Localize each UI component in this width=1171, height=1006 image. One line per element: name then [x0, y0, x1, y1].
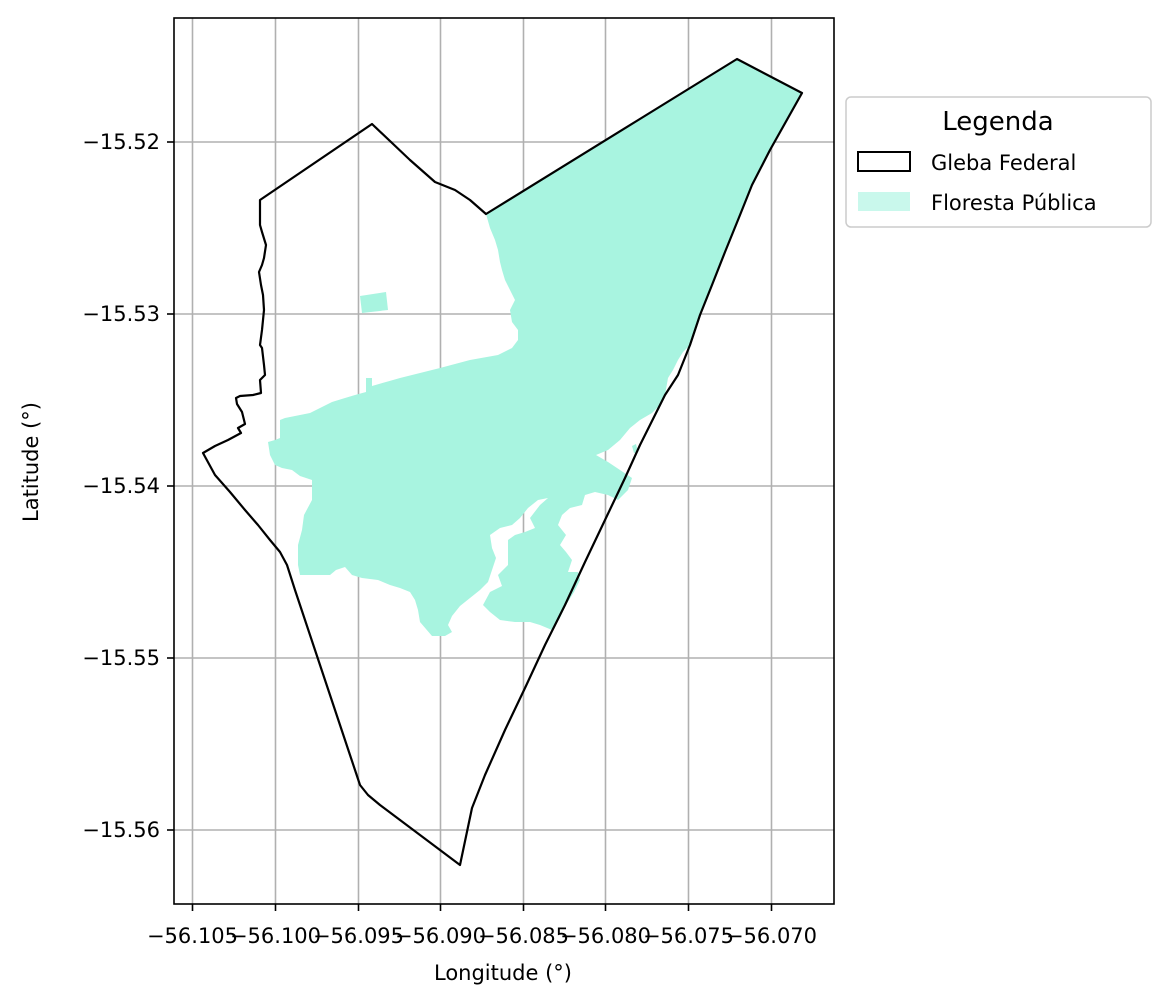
y-tick-label: −15.54	[82, 474, 160, 498]
y-tick-label: −15.56	[82, 818, 160, 842]
legend: Legenda Gleba Federal Floresta Pública	[845, 96, 1152, 228]
x-axis-label: Longitude (°)	[434, 961, 572, 985]
x-tick-label: −56.080	[560, 924, 651, 948]
gleba-federal-outline	[201, 57, 804, 867]
y-tick-labels: −15.52 −15.53 −15.54 −15.55 −15.56	[82, 130, 160, 842]
y-tick-label: −15.53	[82, 302, 160, 326]
axes-frame	[173, 17, 835, 905]
x-tick-label: −56.085	[478, 924, 569, 948]
legend-label-gleba-federal: Gleba Federal	[931, 151, 1076, 175]
y-tick-label: −15.52	[82, 130, 160, 154]
legend-swatch-gleba-federal	[857, 151, 911, 172]
x-ticks	[191, 904, 773, 911]
x-tick-label: −56.105	[147, 924, 238, 948]
y-ticks	[167, 141, 174, 831]
legend-swatch-floresta-publica	[858, 192, 910, 211]
x-tick-label: −56.095	[313, 924, 404, 948]
y-axis-label: Latitude (°)	[19, 402, 43, 522]
legend-title: Legenda	[942, 107, 1053, 137]
floresta-publica-small-patch	[360, 292, 388, 313]
legend-label-floresta-publica: Floresta Pública	[931, 191, 1097, 215]
y-tick-label: −15.55	[82, 646, 160, 670]
x-tick-label: −56.090	[395, 924, 486, 948]
x-tick-label: −56.075	[643, 924, 734, 948]
legend-box	[845, 96, 1152, 228]
floresta-publica-main	[268, 59, 802, 636]
x-tick-labels: −56.105 −56.100 −56.095 −56.090 −56.085 …	[147, 924, 817, 948]
x-tick-label: −56.070	[726, 924, 817, 948]
x-tick-label: −56.100	[230, 924, 321, 948]
